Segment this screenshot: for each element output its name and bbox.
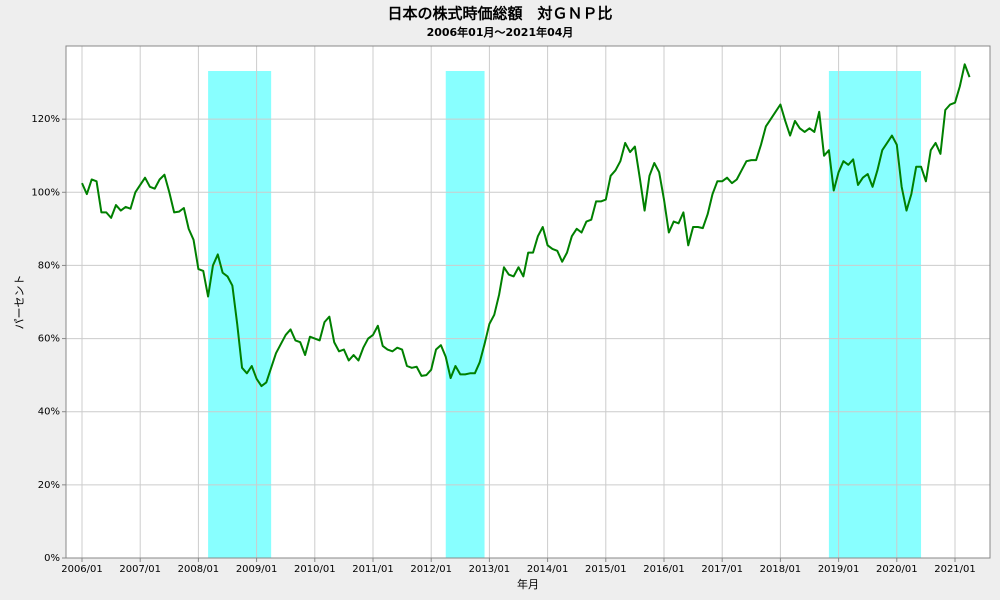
x-tick-label: 2007/01 [119, 564, 161, 575]
plot-border [65, 45, 991, 559]
x-tick-label: 2014/01 [527, 564, 569, 575]
y-tick-label: 40% [38, 407, 60, 418]
y-tick-label: 0% [44, 553, 60, 564]
y-tick-label: 20% [38, 480, 60, 491]
x-tick-label: 2021/01 [934, 564, 976, 575]
x-tick-label: 2008/01 [178, 564, 220, 575]
data-line [81, 63, 971, 388]
x-tick-label: 2012/01 [410, 564, 452, 575]
y-axis-label: パーセント [13, 275, 26, 330]
y-tick-label: 60% [38, 334, 60, 345]
y-tick-label: 120% [31, 114, 60, 125]
x-tick-label: 2009/01 [236, 564, 278, 575]
y-tick-label: 80% [38, 260, 60, 271]
chart-subtitle: 2006年01月～2021年04月 [427, 25, 574, 39]
x-tick-label: 2013/01 [469, 564, 511, 575]
chart-title: 日本の株式時価総額 対ＧＮＰ比 [387, 5, 612, 23]
shaded-period [828, 71, 922, 558]
shaded-period [445, 71, 485, 558]
x-tick-label: 2017/01 [701, 564, 743, 575]
shaded-period [208, 71, 272, 558]
x-tick-label: 2016/01 [643, 564, 685, 575]
x-tick-label: 2019/01 [818, 564, 860, 575]
x-tick-label: 2015/01 [585, 564, 627, 575]
y-tick-label: 100% [31, 187, 60, 198]
x-tick-label: 2010/01 [294, 564, 336, 575]
x-tick-label: 2018/01 [760, 564, 802, 575]
x-tick-label: 2020/01 [876, 564, 918, 575]
x-tick-label: 2006/01 [61, 564, 103, 575]
x-axis-label: 年月 [517, 577, 539, 591]
x-tick-label: 2011/01 [352, 564, 394, 575]
